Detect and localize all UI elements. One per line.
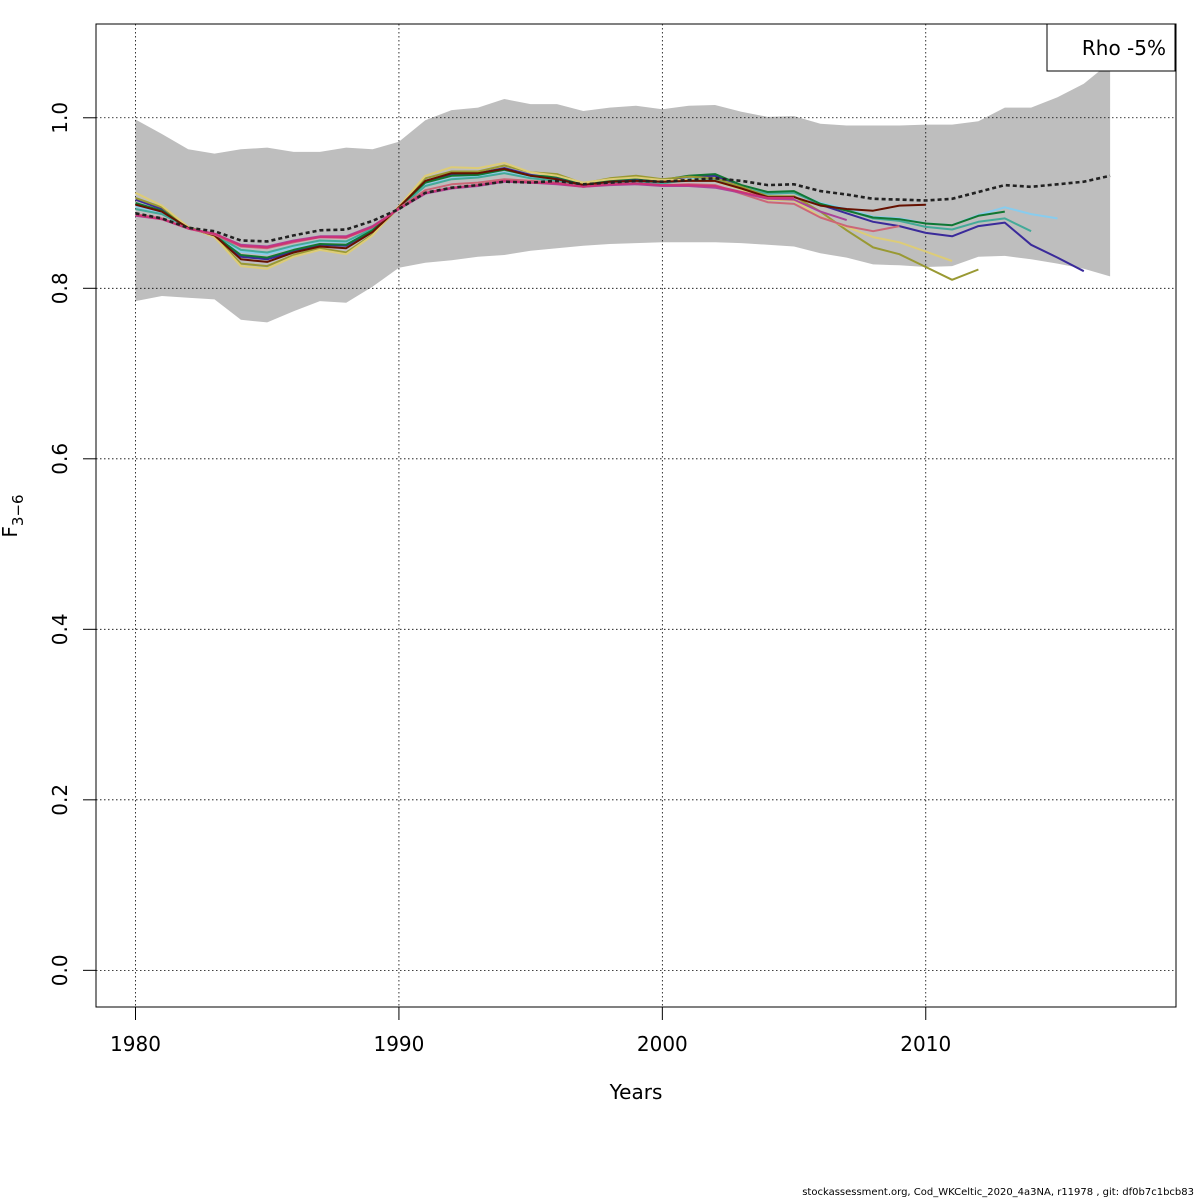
- legend: Rho -5%: [1046, 23, 1176, 72]
- x-tick-label: 2010: [900, 1032, 951, 1056]
- y-tick-label: 1.0: [48, 102, 72, 134]
- y-axis-title-subscript: 3−6: [9, 494, 27, 526]
- axis-layer: 1980 1990 2000 2010 0.0 0.2 0.4 0.6 0.8 1.0: [48, 23, 1177, 1056]
- y-tick-label: 0.2: [48, 784, 72, 816]
- confidence-band-layer: [135, 62, 1111, 323]
- x-tick-label: 2000: [637, 1032, 688, 1056]
- y-axis-title-main: F: [0, 526, 22, 538]
- y-tick-label: 0.0: [48, 954, 72, 986]
- x-axis-title: Years: [609, 1080, 663, 1104]
- grid-layer: [96, 24, 1176, 1007]
- x-tick-label: 1990: [373, 1032, 424, 1056]
- series-line-6: [135, 162, 953, 270]
- y-axis-title: F3−6: [0, 494, 27, 537]
- x-tick-label: 1980: [110, 1032, 161, 1056]
- y-tick-label: 0.4: [48, 613, 72, 645]
- plot-frame: [95, 23, 1177, 1008]
- series-layer: [135, 162, 1111, 281]
- y-tick-label: 0.6: [48, 443, 72, 475]
- footer-note: stockassessment.org, Cod_WKCeltic_2020_4…: [802, 1187, 1194, 1198]
- legend-label: Rho -5%: [1082, 36, 1166, 60]
- y-tick-label: 0.8: [48, 272, 72, 304]
- confidence-band: [135, 62, 1111, 323]
- base-run-line: [135, 174, 1111, 243]
- legend-box: [1046, 23, 1176, 72]
